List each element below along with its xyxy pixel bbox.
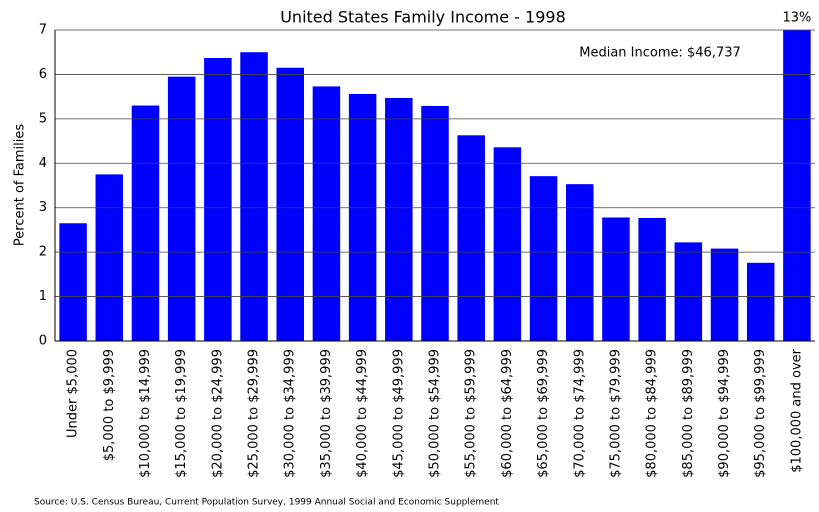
bar <box>746 262 775 341</box>
y-axis-label: Percent of Families <box>13 124 28 246</box>
annotation: Median Income: $46,737 <box>579 46 741 61</box>
x-tick-label: $75,000 to $79,999 <box>608 349 623 478</box>
bar <box>674 242 703 341</box>
value-label: 13% <box>782 11 811 26</box>
bar <box>783 30 811 341</box>
x-tick-label: $35,000 to $39,999 <box>319 349 334 478</box>
y-tick-label: 7 <box>39 23 47 38</box>
x-tick-label: $85,000 to $89,999 <box>681 349 696 478</box>
bar <box>602 217 630 341</box>
y-tick-label: 4 <box>39 156 47 171</box>
bar <box>59 223 87 341</box>
source-note: Source: U.S. Census Bureau, Current Popu… <box>34 498 499 508</box>
x-tick-label: $70,000 to $74,999 <box>572 349 587 478</box>
bar <box>131 105 160 341</box>
y-tick-label: 1 <box>39 289 47 304</box>
bar <box>566 184 594 341</box>
x-tick-label: $30,000 to $34,999 <box>283 349 298 478</box>
x-tick-label: $20,000 to $24,999 <box>210 349 225 478</box>
bar <box>276 67 304 341</box>
x-tick-label: $5,000 to $9,999 <box>102 349 117 461</box>
bar <box>493 147 522 341</box>
bar <box>348 93 377 341</box>
bar <box>95 174 124 341</box>
x-tick-label: $45,000 to $49,999 <box>391 349 406 478</box>
x-tick-label: $25,000 to $29,999 <box>247 349 262 478</box>
y-tick-label: 6 <box>39 67 47 82</box>
x-tick-label: Under $5,000 <box>66 349 81 438</box>
y-tick-label: 2 <box>39 245 47 260</box>
chart-title: United States Family Income - 1998 <box>280 8 566 27</box>
bar <box>529 176 558 341</box>
y-tick-label: 5 <box>39 111 47 126</box>
x-tick-label: $80,000 to $84,999 <box>645 349 660 478</box>
x-tick-label: $10,000 to $14,999 <box>138 349 153 478</box>
bar <box>167 76 196 341</box>
y-tick-label: 3 <box>39 200 47 215</box>
bar <box>638 217 666 341</box>
plot-area <box>59 30 811 341</box>
bar <box>312 86 341 341</box>
x-tick-label: $15,000 to $19,999 <box>174 349 189 478</box>
bar <box>457 135 485 341</box>
x-tick-label: $95,000 to $99,999 <box>753 349 768 478</box>
x-tick-label: $40,000 to $44,999 <box>355 349 370 478</box>
bar <box>240 52 268 341</box>
x-tick-label: $90,000 to $94,999 <box>717 349 732 478</box>
x-tick-label: $65,000 to $69,999 <box>536 349 551 478</box>
x-tick-label: $55,000 to $59,999 <box>464 349 479 478</box>
y-tick-label: 0 <box>39 334 47 349</box>
bar <box>421 105 449 341</box>
x-tick-label: $60,000 to $64,999 <box>500 349 515 478</box>
bar <box>710 248 739 341</box>
bar <box>204 57 232 341</box>
x-tick-label: $50,000 to $54,999 <box>428 349 443 478</box>
x-tick-label: $100,000 and over <box>789 348 804 472</box>
bar <box>385 97 413 341</box>
